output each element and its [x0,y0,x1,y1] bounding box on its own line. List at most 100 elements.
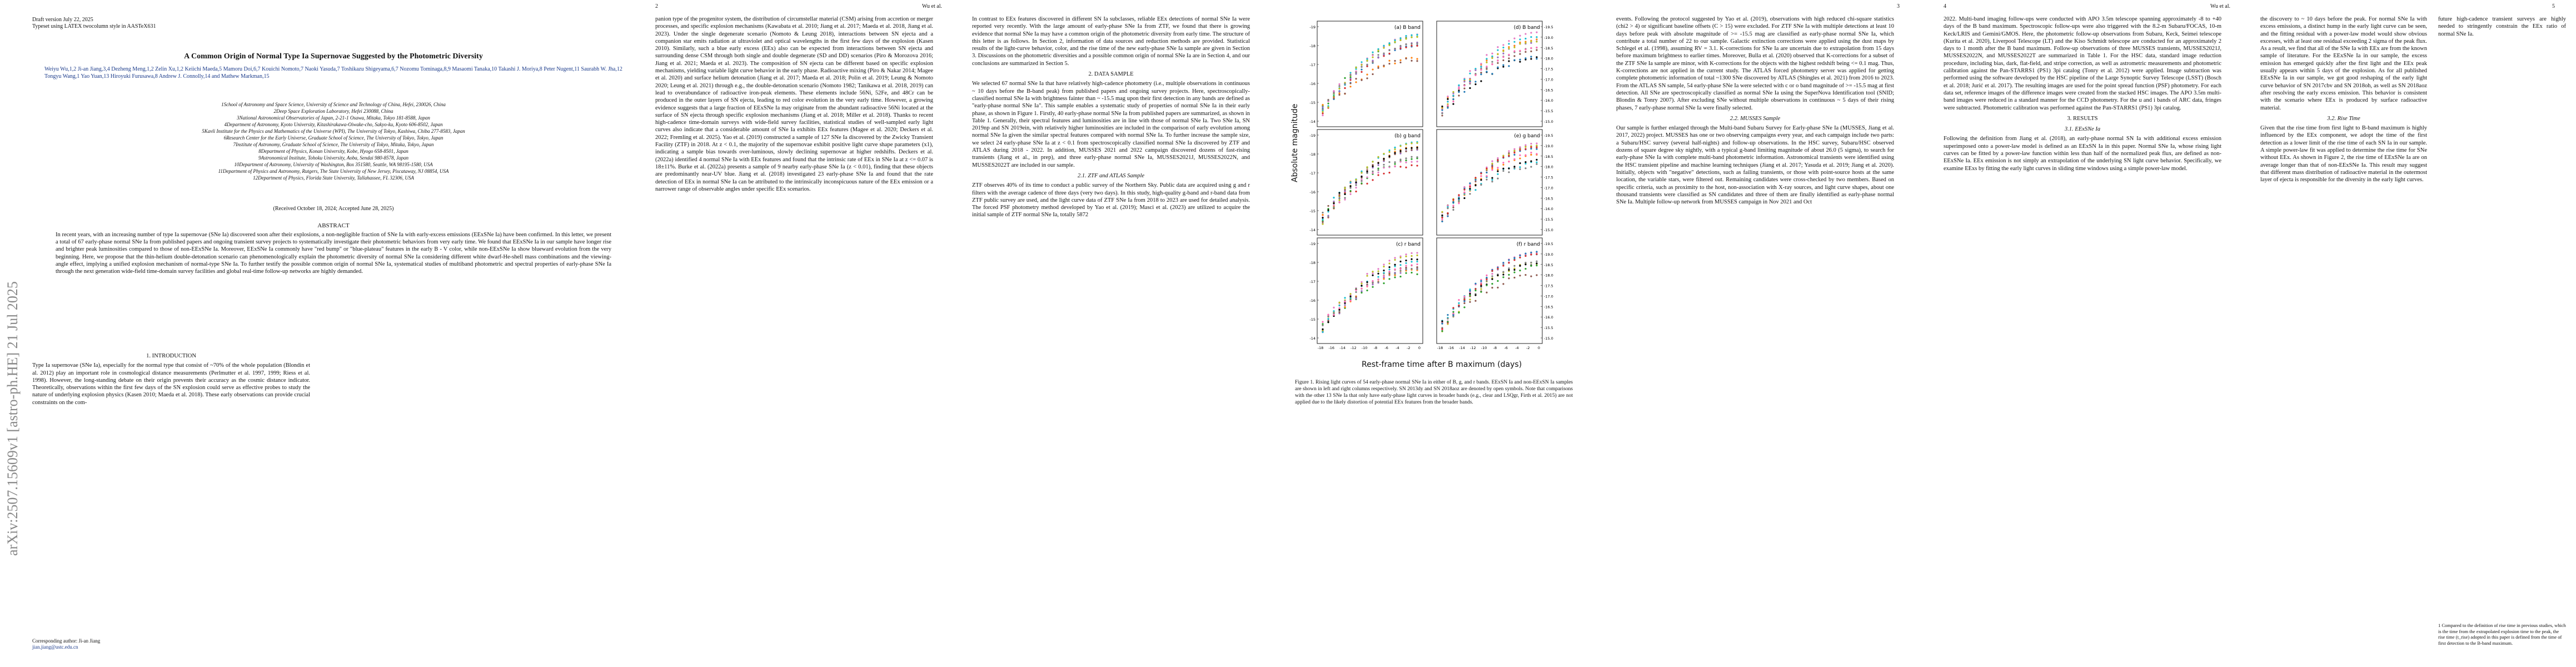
data-point [1322,324,1324,327]
data-point [1480,69,1482,71]
data-point [1469,80,1471,82]
x-tick-label: -18 [1318,346,1324,350]
data-point [1377,281,1379,283]
y-tick-label: -14 [1309,120,1316,124]
data-point [1327,321,1329,323]
data-point [1372,170,1374,173]
data-point [1377,162,1379,165]
data-point [1355,68,1357,70]
data-point [1416,156,1418,158]
data-point [1480,283,1482,286]
data-point [1322,323,1324,325]
data-point [1530,251,1532,253]
data-point [1524,51,1527,53]
data-point [1530,146,1532,148]
y-tick-label: -16.5 [1544,196,1553,201]
x-tick-label: -10 [1362,346,1368,350]
data-point [1519,34,1521,37]
data-point [1463,87,1466,89]
data-point [1405,268,1407,271]
data-point [1536,36,1538,38]
data-point [1469,291,1471,293]
data-point [1486,167,1488,170]
data-point [1344,77,1346,79]
corresponding-author: Corresponding author: Ji-an Jiang jian.j… [32,638,100,650]
data-point [1333,89,1335,92]
data-point [1388,44,1391,46]
data-point [1383,158,1385,160]
data-point [1327,208,1329,210]
section-heading: 1. INTRODUCTION [146,353,196,359]
data-point [1508,171,1510,173]
data-point [1338,310,1341,312]
data-point [1441,216,1443,219]
data-point [1411,261,1413,263]
data-point [1491,177,1493,179]
data-point [1372,56,1374,58]
data-point [1416,252,1418,254]
data-point [1383,44,1385,47]
data-point [1416,165,1418,167]
data-point [1388,272,1391,275]
data-point [1502,162,1504,164]
data-point [1377,65,1379,68]
data-point [1338,91,1341,93]
data-point [1497,62,1499,64]
y-tick-label: -14 [1309,228,1316,232]
y-tick-label: -16 [1309,298,1316,303]
data-point [1411,255,1413,257]
data-point [1458,91,1460,93]
data-point [1519,265,1521,267]
data-point [1344,187,1346,190]
data-point [1524,57,1527,59]
data-point [1502,283,1504,285]
intro-column: 1. INTRODUCTION Type Ia supernovae (SNe … [32,349,310,406]
data-point [1394,148,1396,151]
author-list: Weiyu Wu,1,2 Ji-an Jiang,3,4 Dezheng Men… [44,66,622,79]
affiliation: 11Department of Physics and Astronomy, R… [218,168,449,174]
affiliation: 10Department of Astronomy, University of… [234,162,433,167]
data-point [1388,59,1391,62]
data-point [1513,37,1516,39]
y-tick-label: -19.0 [1544,144,1553,148]
data-point [1480,72,1482,74]
data-point [1491,57,1493,59]
data-point [1458,202,1460,205]
data-point [1474,184,1477,186]
data-point [1491,275,1493,277]
data-point [1497,170,1499,172]
data-point [1502,46,1504,49]
body-text: In contrast to EEx features discovered i… [972,16,1250,67]
section-heading: 2. DATA SAMPLE [1088,71,1134,78]
data-point [1327,315,1329,318]
data-point [1519,270,1521,272]
x-tick-label: 0 [1538,346,1540,350]
data-point [1327,317,1329,320]
data-point [1405,150,1407,152]
x-tick-label: -12 [1470,346,1476,350]
data-point [1327,209,1329,211]
data-point [1361,282,1363,285]
data-point [1480,288,1482,290]
data-point [1441,322,1443,325]
data-point [1497,66,1499,68]
y-tick-label: -19.0 [1544,252,1553,257]
received-date: (Received October 18, 2024; Accepted Jun… [273,206,394,212]
data-point [1524,146,1527,148]
data-point [1349,187,1352,189]
data-point [1361,290,1363,292]
y-tick-label: -19 [1309,133,1316,138]
data-point [1452,311,1454,313]
data-point [1474,300,1477,302]
data-point [1536,31,1538,33]
data-point [1394,152,1396,154]
x-tick-label: -4 [1396,346,1399,350]
data-point [1411,158,1413,160]
affiliation: 4Department of Astronomy, Kyoto Universi… [224,122,443,127]
data-point [1333,197,1335,199]
data-point [1486,68,1488,70]
subsection-heading: 2.1. ZTF and ATLAS Sample [1077,172,1145,179]
y-tick-label: -17 [1309,63,1316,67]
data-point [1508,53,1510,56]
data-point [1474,83,1477,86]
